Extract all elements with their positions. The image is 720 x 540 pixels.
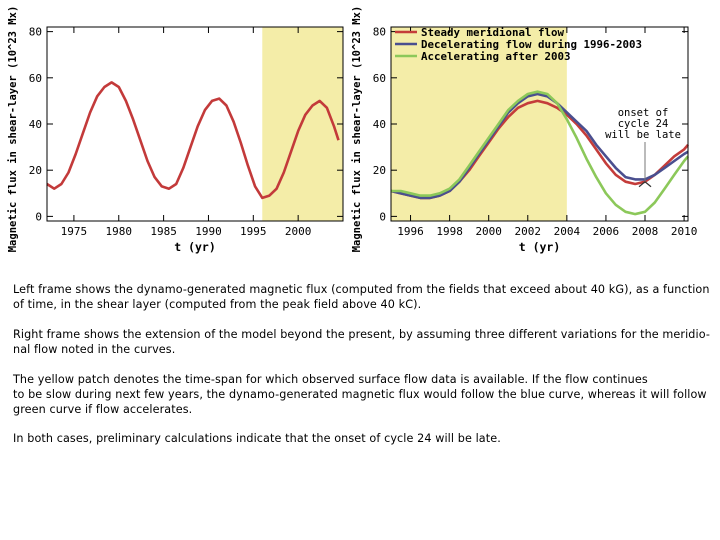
right-series-lines	[390, 90, 690, 216]
caption-paragraph-4: In both cases, preliminary calculations …	[13, 431, 713, 446]
series-line	[46, 81, 340, 200]
y-tick-label: 80	[29, 26, 42, 39]
right-y-axis-label: Magnetic flux in shear-layer (10^23 Mx)	[351, 6, 363, 253]
x-tick-label: 2006	[593, 225, 620, 238]
left-x-axis-label: t (yr)	[174, 240, 216, 254]
x-tick-label: 2010	[671, 225, 698, 238]
y-tick-label: 60	[29, 72, 42, 85]
caption-line: to be slow during next few years, the dy…	[13, 388, 707, 401]
annotation-arrowhead	[644, 181, 652, 188]
figure: 0 20 40 60 80 1975 1980 1985 1990 1995 2000 Magnet…	[7, 6, 697, 254]
caption-line: Right frame shows the extension of the m…	[13, 328, 710, 341]
y-tick-label: 0	[379, 210, 386, 223]
y-tick-label: 40	[373, 118, 386, 131]
series-line	[391, 90, 690, 216]
caption-paragraph-2: Right frame shows the extension of the m…	[13, 327, 713, 357]
caption-line: green curve if flow accelerates.	[13, 403, 193, 416]
x-tick-label: 1998	[436, 225, 463, 238]
annotation-text: cycle 24	[618, 118, 669, 130]
annotation-text: will be late	[605, 129, 681, 141]
left-chart: 0 20 40 60 80 1975 1980 1985 1990 1995 2000 Magnet…	[7, 6, 344, 254]
annotation-arrowhead	[638, 181, 646, 188]
caption-line: Left frame shows the dynamo-generated ma…	[13, 283, 710, 296]
right-chart: 0 20 40 60 80 1996 1998 2000 2002 2004 2006 2008 201…	[351, 6, 697, 254]
caption-line: The yellow patch denotes the time-span f…	[13, 373, 648, 386]
left-y-axis-label: Magnetic flux in shear-layer (10^23 Mx)	[7, 6, 19, 253]
y-tick-label: 20	[373, 164, 386, 177]
y-tick-label: 0	[35, 210, 42, 223]
x-tick-label: 1980	[106, 225, 133, 238]
caption-paragraph-1: Left frame shows the dynamo-generated ma…	[13, 282, 713, 312]
right-axis-ticks: 0 20 40 60 80 1996 1998 2000 2002 2004 2006 2008 201…	[373, 26, 698, 238]
right-x-axis-label: t (yr)	[519, 240, 561, 254]
x-tick-label: 2000	[475, 225, 502, 238]
y-tick-label: 40	[29, 118, 42, 131]
right-plot-frame	[390, 26, 689, 222]
x-tick-label: 2004	[554, 225, 581, 238]
y-tick-label: 20	[29, 164, 42, 177]
caption-paragraph-3: The yellow patch denotes the time-span f…	[13, 372, 713, 417]
legend-label: Accelerating after 2003	[421, 50, 571, 63]
x-tick-label: 1975	[61, 225, 88, 238]
x-tick-label: 2002	[515, 225, 542, 238]
series-line	[390, 92, 689, 200]
x-tick-label: 1985	[150, 225, 177, 238]
caption-line: nal flow noted in the curves.	[13, 343, 176, 356]
right-yellow-patch	[391, 27, 567, 221]
x-tick-label: 1996	[397, 225, 424, 238]
y-tick-label: 60	[373, 72, 386, 85]
caption-line: of time, in the shear layer (computed fr…	[13, 298, 422, 311]
legend-label: Decelerating flow during 1996-2003	[421, 38, 642, 51]
y-tick-label: 80	[373, 26, 386, 39]
left-axis-ticks: 0 20 40 60 80 1975 1980 1985 1990 1995 2000	[29, 26, 343, 238]
caption-line: In both cases, preliminary calculations …	[13, 432, 501, 445]
annotation-text: onset of	[618, 107, 669, 119]
x-tick-label: 1990	[195, 225, 222, 238]
left-series-lines	[46, 81, 340, 200]
left-plot-frame	[46, 26, 344, 222]
x-tick-label: 2000	[285, 225, 312, 238]
x-tick-label: 2008	[632, 225, 659, 238]
x-tick-label: 1995	[240, 225, 267, 238]
legend-label: Steady meridional flow	[421, 26, 565, 39]
